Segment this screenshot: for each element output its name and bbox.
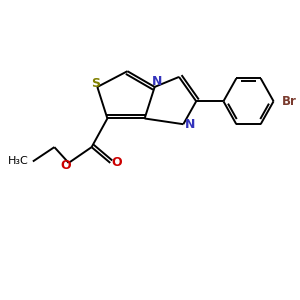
Text: N: N <box>184 118 195 131</box>
Text: Br: Br <box>282 95 296 108</box>
Text: O: O <box>61 159 71 172</box>
Text: N: N <box>152 75 162 88</box>
Text: S: S <box>92 77 100 90</box>
Text: O: O <box>111 156 122 170</box>
Text: H₃C: H₃C <box>8 157 29 166</box>
